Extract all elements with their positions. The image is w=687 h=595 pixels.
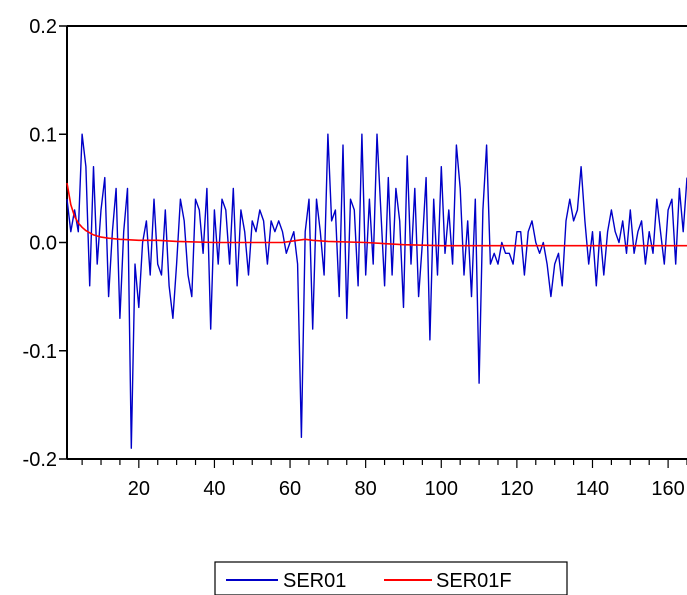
x-tick-label-7: 160 [651, 478, 684, 500]
y-tick-label-2: 0.0 [29, 233, 57, 255]
x-tick-label-3: 80 [355, 478, 377, 500]
y-tick-label-4: -0.2 [23, 449, 57, 471]
x-tick-label-1: 40 [203, 478, 225, 500]
x-axis: 20 40 60 80 100 120 140 160 [81, 459, 687, 500]
y-tick-label-1: 0.1 [29, 124, 57, 146]
x-tick-label-6: 140 [576, 478, 609, 500]
legend-label-ser01: SER01 [283, 570, 346, 592]
legend-label-ser01f: SER01F [436, 570, 512, 592]
x-tick-label-4: 100 [425, 478, 458, 500]
legend: SER01 SER01F [214, 561, 568, 595]
x-tick-label-5: 120 [500, 478, 533, 500]
y-axis: 0.2 0.1 0.0 -0.1 -0.2 [23, 16, 67, 471]
legend-box [214, 561, 568, 595]
x-tick-label-0: 20 [128, 478, 150, 500]
y-tick-label-3: -0.1 [23, 341, 57, 363]
series-layer [66, 133, 687, 449]
series-line-ser01 [66, 133, 687, 449]
x-tick-label-2: 60 [279, 478, 301, 500]
series-line-ser01f [66, 182, 687, 247]
y-tick-label-0: 0.2 [29, 16, 57, 38]
